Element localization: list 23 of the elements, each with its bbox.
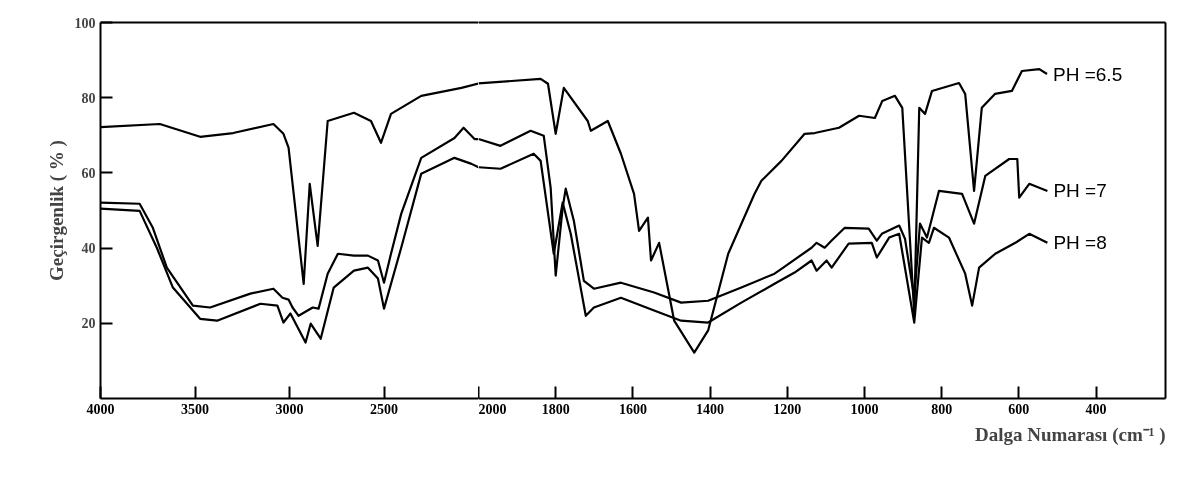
x-tick-label: 600 <box>1008 401 1030 417</box>
x-axis-title: Dalga Numarası (cm⁻¹ ) <box>974 423 1166 446</box>
y-tick-label: 20 <box>81 316 96 332</box>
x-tick-label: 4000 <box>86 401 115 417</box>
y-tick-label: 60 <box>81 165 96 181</box>
x-tick-label: 3500 <box>181 401 209 417</box>
x-tick-label: 1200 <box>773 401 802 417</box>
x-tick-label: 1800 <box>541 401 570 417</box>
x-tick-label: 3000 <box>275 401 304 417</box>
series-label: PH =7 <box>1053 180 1107 202</box>
x-tick-label: 1400 <box>696 401 725 417</box>
x-tick-label: 2000 <box>478 401 507 417</box>
series-label: PH =6.5 <box>1053 63 1123 85</box>
x-tick-label: 1000 <box>850 401 879 417</box>
x-tick-label: 400 <box>1085 401 1107 417</box>
x-tick-label: 1600 <box>618 401 647 417</box>
y-tick-label: 40 <box>81 241 96 257</box>
x-tick-label: 800 <box>931 401 953 417</box>
x-tick-label: 2500 <box>370 401 398 417</box>
y-tick-label: 100 <box>74 15 96 31</box>
y-axis-title: Geçirgenlik ( % ) <box>45 140 68 281</box>
series-label: PH =8 <box>1053 232 1107 254</box>
y-tick-label: 80 <box>81 90 96 106</box>
